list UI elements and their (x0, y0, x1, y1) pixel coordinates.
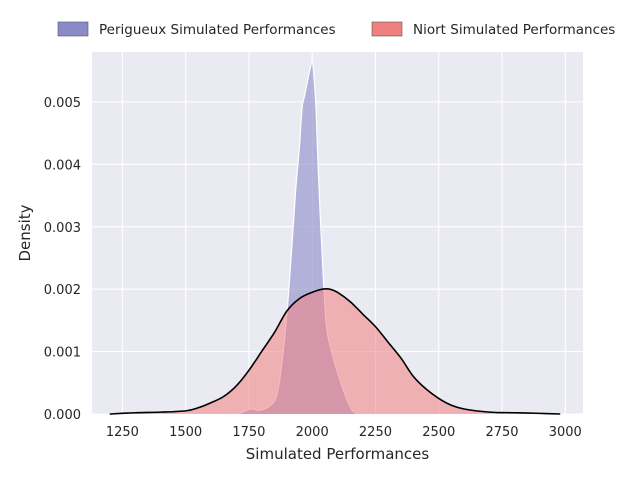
x-tick-labels: 1250 1500 1750 2000 2250 2500 2750 3000 (106, 425, 582, 440)
niort-density-area (109, 288, 561, 414)
x-tick-label: 1500 (169, 425, 202, 440)
x-tick-label: 2250 (359, 425, 392, 440)
x-tick-label: 1250 (106, 425, 139, 440)
niort-density-line (109, 287, 561, 415)
x-tick-label: 2000 (296, 425, 329, 440)
y-tick-labels: 0.000 0.001 0.002 0.003 0.004 0.005 (44, 96, 81, 423)
y-tick-label: 0.004 (44, 158, 81, 173)
x-tick-label: 2750 (485, 425, 518, 440)
x-tick-label: 1750 (232, 425, 265, 440)
x-tick-label: 2500 (422, 425, 455, 440)
y-axis-label: Density (16, 204, 34, 261)
y-tick-label: 0.005 (44, 96, 81, 111)
legend-label-perigueux: Perigueux Simulated Performances (99, 22, 336, 38)
legend: Perigueux Simulated Performances Niort S… (57, 21, 615, 38)
legend-swatch-niort (371, 21, 403, 37)
y-tick-label: 0.003 (44, 221, 81, 236)
y-tick-label: 0.001 (44, 346, 81, 361)
perigueux-density-area (236, 61, 358, 415)
x-axis-label: Simulated Performances (246, 445, 430, 463)
y-tick-label: 0.002 (44, 283, 81, 298)
legend-label-niort: Niort Simulated Performances (413, 22, 615, 38)
x-tick-label: 3000 (549, 425, 582, 440)
series-layer (109, 60, 561, 415)
y-tick-label: 0.000 (44, 408, 81, 423)
legend-swatch-perigueux (57, 21, 89, 37)
